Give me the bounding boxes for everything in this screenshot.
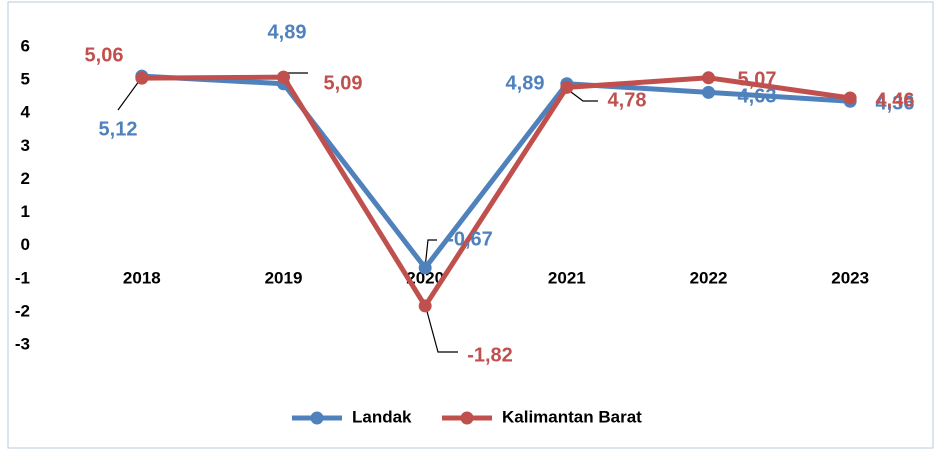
data-label: 4,63: [738, 85, 777, 107]
data-point: [135, 71, 149, 85]
data-label: 4,89: [268, 21, 307, 43]
y-tick-label: 3: [21, 136, 30, 155]
series-line: [141, 74, 851, 309]
legend-label: Kalimantan Barat: [502, 407, 642, 426]
leader-line: [424, 303, 458, 353]
y-tick-label: 5: [21, 70, 30, 89]
data-label: 5,12: [99, 118, 138, 140]
data-point: [843, 91, 857, 105]
x-tick-label: 2020: [406, 268, 444, 287]
data-point: [277, 70, 290, 84]
x-tick-label: 2023: [831, 268, 869, 287]
data-label: 4,36: [876, 92, 915, 114]
y-tick-label: 1: [21, 202, 30, 221]
y-tick-label: 0: [21, 235, 30, 254]
x-tick-label: 2019: [265, 268, 303, 287]
y-tick-label: 2: [21, 169, 30, 188]
data-point: [560, 80, 574, 94]
legend-marker: [460, 411, 474, 425]
data-label: 5,06: [85, 44, 124, 66]
legend-marker: [310, 411, 324, 425]
x-tick-label: 2022: [690, 268, 728, 287]
y-tick-label: 4: [21, 103, 31, 122]
data-point: [702, 71, 715, 85]
data-label: -1,82: [467, 344, 513, 366]
data-label: 4,46: [876, 89, 915, 111]
y-tick-label: -1: [15, 268, 30, 287]
x-tick-label: 2021: [548, 268, 586, 287]
data-point: [702, 85, 715, 99]
chart-border: [7, 1, 934, 449]
data-point: [418, 299, 432, 313]
data-label: 4,89: [506, 72, 545, 94]
data-point: [418, 261, 432, 275]
leader-line: [424, 239, 437, 269]
data-label: -0,67: [447, 228, 493, 250]
leader-lines: [117, 72, 598, 353]
data-label: 5,09: [324, 72, 363, 94]
data-label: 5,07: [738, 68, 777, 90]
leader-line: [566, 88, 598, 102]
y-tick-label: -2: [15, 301, 30, 320]
x-tick-label: 2018: [123, 268, 161, 287]
y-tick-label: 6: [21, 36, 30, 55]
data-label: 4,78: [608, 89, 647, 111]
series-line: [141, 73, 851, 271]
y-tick-label: -3: [15, 334, 30, 353]
legend-label: Landak: [352, 407, 412, 426]
